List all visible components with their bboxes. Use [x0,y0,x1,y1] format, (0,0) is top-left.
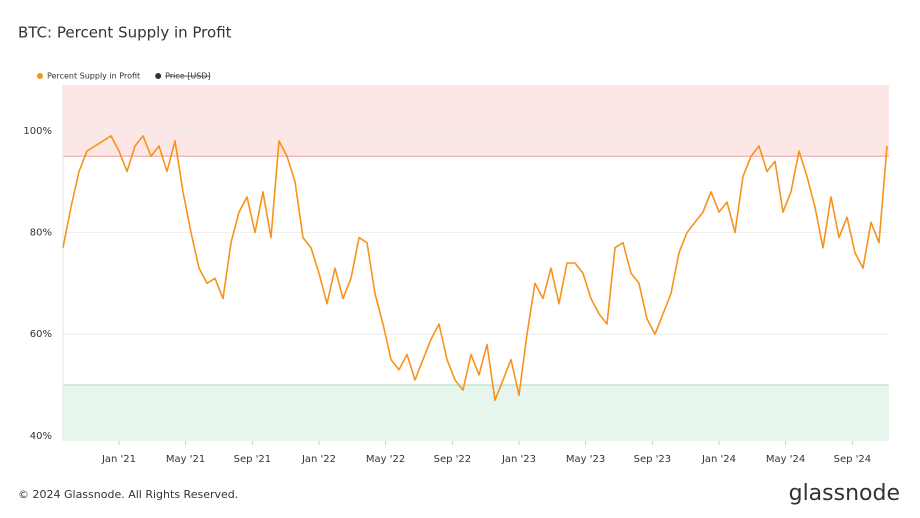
x-tick-label: Sep '24 [834,454,872,465]
chart-title: BTC: Percent Supply in Profit [18,24,232,42]
x-tick-label: May '21 [166,454,205,465]
x-tick-label: Jan '24 [701,454,736,465]
x-tick-label: May '24 [766,454,805,465]
upper-zone [63,85,889,157]
x-tick-label: Jan '23 [501,454,536,465]
x-tick-label: May '22 [366,454,405,465]
y-tick-label: 40% [30,431,52,442]
legend-dot[interactable] [155,73,162,79]
x-tick-label: Sep '22 [434,454,472,465]
y-tick-label: 60% [30,329,52,340]
x-tick-label: Sep '23 [634,454,672,465]
y-tick-label: 100% [23,126,52,137]
lower-zone [63,385,889,441]
legend-dot[interactable] [37,73,43,79]
brand-logo: glassnode [789,481,900,506]
x-tick-label: Jan '22 [301,454,336,465]
x-tick-label: May '23 [566,454,605,465]
footer: © 2024 Glassnode. All Rights Reserved. [18,488,238,501]
x-tick-label: Sep '21 [234,454,272,465]
x-tick-label: Jan '21 [101,454,136,465]
y-tick-label: 80% [30,227,52,238]
series-line [62,135,888,402]
legend-label[interactable]: Percent Supply in Profit [47,72,140,81]
